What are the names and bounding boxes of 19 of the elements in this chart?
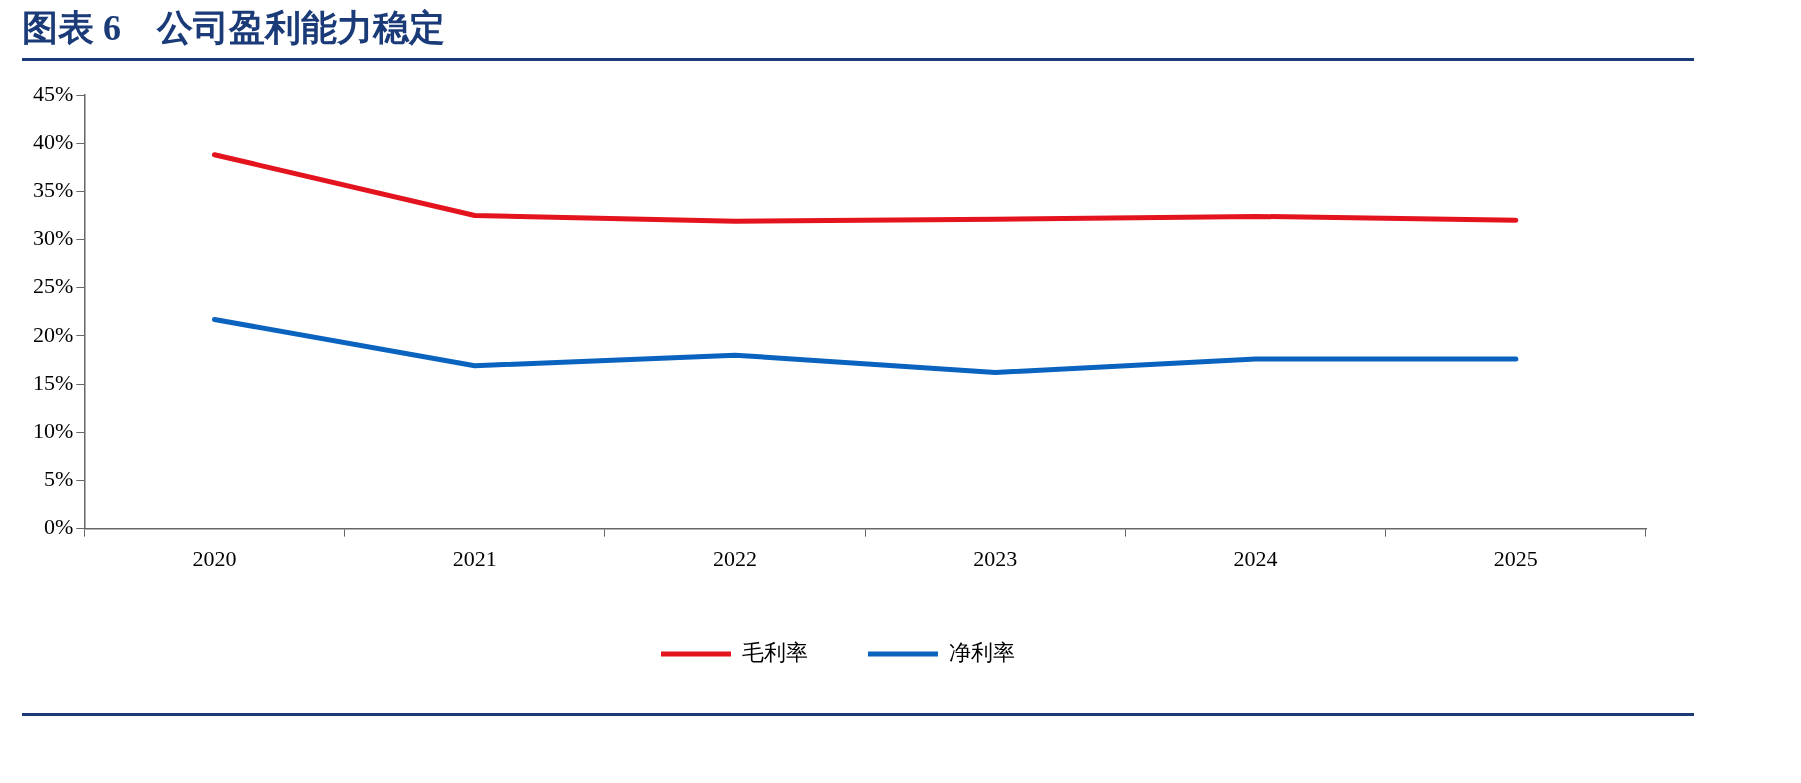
x-tick-label: 2020 bbox=[192, 545, 237, 571]
legend-label: 毛利率 bbox=[742, 639, 808, 665]
chart-title: 图表 6 公司盈利能力稳定 bbox=[22, 7, 445, 50]
x-tick-label: 2021 bbox=[452, 545, 497, 571]
y-tick-label: 5% bbox=[44, 466, 74, 492]
y-tick-label: 25% bbox=[33, 273, 74, 299]
y-tick-label: 0% bbox=[44, 514, 74, 540]
x-tick-label: 2023 bbox=[973, 545, 1018, 571]
legend-label: 净利率 bbox=[949, 639, 1015, 665]
y-tick-label: 35% bbox=[33, 177, 74, 203]
y-tick-label: 15% bbox=[33, 369, 74, 395]
y-tick-label: 45% bbox=[33, 80, 74, 106]
x-tick-label: 2024 bbox=[1233, 545, 1278, 571]
y-tick-label: 30% bbox=[33, 225, 74, 251]
x-tick-label: 2022 bbox=[713, 545, 758, 571]
y-tick-label: 40% bbox=[33, 128, 74, 154]
y-tick-label: 20% bbox=[33, 321, 74, 347]
x-tick-label: 2025 bbox=[1493, 545, 1538, 571]
y-tick-label: 10% bbox=[33, 418, 74, 444]
